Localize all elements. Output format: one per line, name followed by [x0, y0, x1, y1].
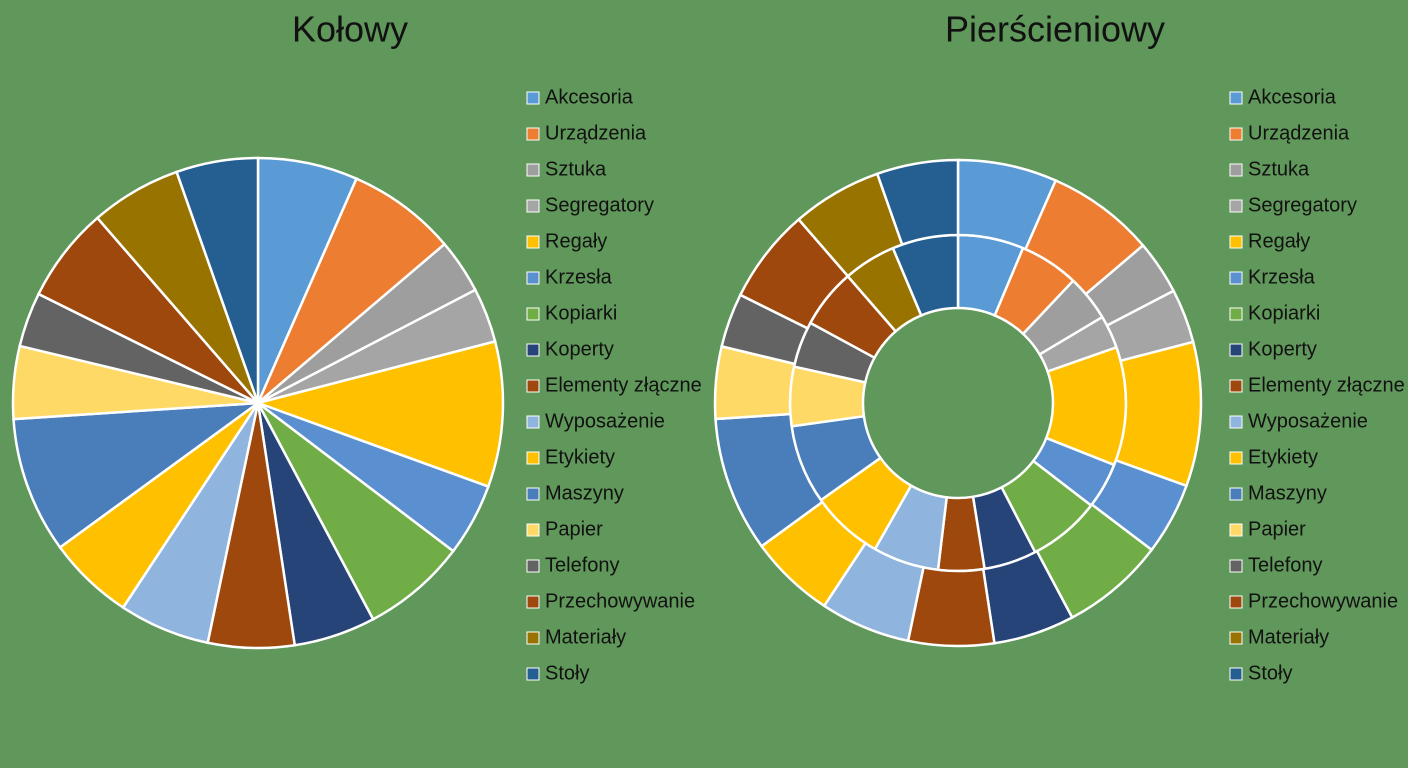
- legend-label: Etykiety: [545, 446, 615, 468]
- legend-label: Telefony: [545, 554, 620, 576]
- legend-label: Kopiarki: [545, 302, 617, 324]
- legend-label: Krzesła: [1248, 266, 1316, 288]
- legend-swatch: [526, 271, 540, 285]
- legend-swatch: [526, 667, 540, 681]
- legend-label: Urządzenia: [1248, 122, 1350, 144]
- legend-label: Maszyny: [1248, 482, 1327, 504]
- legend-swatch: [526, 307, 540, 321]
- legend-swatch: [1229, 307, 1243, 321]
- legend-swatch: [1229, 451, 1243, 465]
- legend-label: Krzesła: [545, 266, 613, 288]
- legend-swatch: [526, 91, 540, 105]
- slice: [253, 339, 505, 489]
- legend-label: Telefony: [1248, 554, 1323, 576]
- legend-swatch: [526, 595, 540, 609]
- legend-label: Papier: [545, 518, 603, 540]
- legend-label: Urządzenia: [545, 122, 647, 144]
- legend-swatch: [526, 487, 540, 501]
- legend-swatch: [526, 559, 540, 573]
- slice: [256, 177, 447, 404]
- legend-label: Akcesoria: [1248, 86, 1337, 108]
- legend-label: Maszyny: [545, 482, 624, 504]
- legend-label: Materiały: [1248, 626, 1329, 648]
- legend-label: Segregatory: [545, 194, 654, 216]
- legend-swatch: [1229, 487, 1243, 501]
- legend-swatch: [526, 199, 540, 213]
- legend-swatch: [526, 451, 540, 465]
- legend-label: Elementy złączne: [545, 374, 702, 396]
- legend-swatch: [526, 379, 540, 393]
- legend-label: Segregatory: [1248, 194, 1357, 216]
- legend-swatch: [1229, 271, 1243, 285]
- legend-swatch: [1229, 199, 1243, 213]
- legend-label: Sztuka: [545, 158, 607, 180]
- legend-label: Sztuka: [1248, 158, 1310, 180]
- legend-label: Wyposażenie: [545, 410, 665, 432]
- legend-swatch: [1229, 235, 1243, 249]
- legend-label: Kopiarki: [1248, 302, 1320, 324]
- legend-label: Stoły: [1248, 662, 1292, 684]
- legend-label: Koperty: [1248, 338, 1317, 360]
- legend-swatch: [526, 127, 540, 141]
- legend-label: Akcesoria: [545, 86, 634, 108]
- legend-swatch: [1229, 667, 1243, 681]
- legend-swatch: [1229, 379, 1243, 393]
- legend-swatch: [1229, 343, 1243, 357]
- legend-label: Przechowywanie: [1248, 590, 1398, 612]
- slice: [12, 401, 263, 550]
- slice: [256, 402, 455, 621]
- legend-swatch: [526, 415, 540, 429]
- legend-swatch: [526, 523, 540, 537]
- legend-label: Koperty: [545, 338, 614, 360]
- legend-label: Wyposażenie: [1248, 410, 1368, 432]
- legend-swatch: [526, 343, 540, 357]
- legend-swatch: [1229, 595, 1243, 609]
- legend-swatch: [526, 631, 540, 645]
- legend-label: Papier: [1248, 518, 1306, 540]
- legend-swatch: [1229, 559, 1243, 573]
- legend-label: Stoły: [545, 662, 589, 684]
- legend-swatch: [526, 163, 540, 177]
- legend-swatch: [1229, 415, 1243, 429]
- legend-swatch: [526, 235, 540, 249]
- chart-title: Pierścieniowy: [945, 9, 1165, 50]
- legend-label: Przechowywanie: [545, 590, 695, 612]
- slice: [875, 158, 960, 247]
- legend-label: Elementy złączne: [1248, 374, 1405, 396]
- legend-label: Regały: [1248, 230, 1310, 252]
- legend-label: Regały: [545, 230, 607, 252]
- legend-swatch: [1229, 631, 1243, 645]
- legend-swatch: [1229, 91, 1243, 105]
- legend-swatch: [1229, 163, 1243, 177]
- legend-swatch: [1229, 523, 1243, 537]
- chart-title: Kołowy: [292, 9, 408, 50]
- slice: [175, 156, 260, 404]
- legend-swatch: [1229, 127, 1243, 141]
- legend-label: Materiały: [545, 626, 626, 648]
- legend-label: Etykiety: [1248, 446, 1318, 468]
